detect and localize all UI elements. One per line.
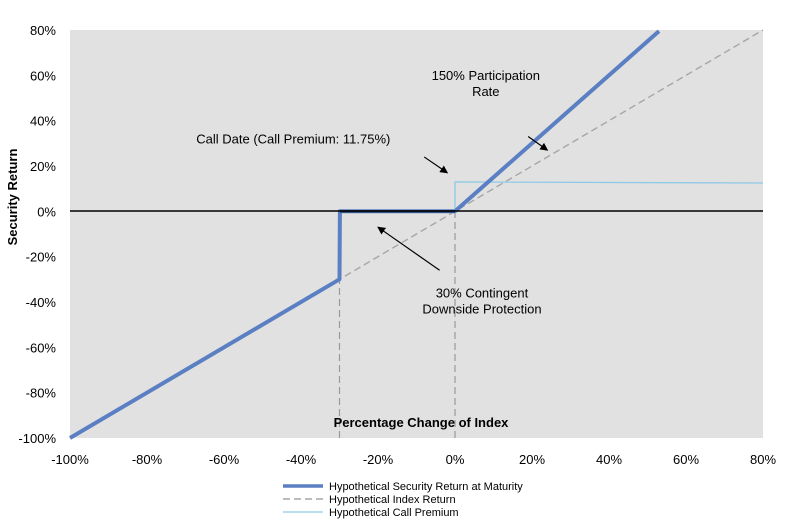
x-tick-label: -80%	[132, 452, 163, 467]
x-axis-ticks: -100% -80% -60% -40% -20% 0% 20% 40% 60% 80%	[51, 452, 776, 467]
y-tick-label: -20%	[26, 250, 57, 265]
y-axis-title: Security Return	[5, 149, 20, 246]
y-tick-label: 0%	[37, 204, 56, 219]
x-tick-label: 40%	[596, 452, 622, 467]
x-tick-label: 20%	[519, 452, 545, 467]
x-axis-title: Percentage Change of Index	[334, 415, 510, 430]
legend: Hypothetical Security Return at Maturity…	[283, 481, 523, 519]
x-tick-label: -100%	[51, 452, 89, 467]
annotation-text: Call Date (Call Premium: 11.75%)	[196, 131, 390, 146]
x-tick-label: 80%	[750, 452, 776, 467]
annotation-text: Rate	[472, 84, 499, 99]
annotation-arrow	[527, 136, 549, 151]
x-tick-label: -40%	[286, 452, 317, 467]
annotation-arrow	[423, 156, 449, 174]
y-tick-label: 80%	[30, 23, 56, 38]
y-tick-label: -100%	[18, 431, 56, 446]
y-axis-ticks: 80% 60% 40% 20% 0% -20% -40% -60% -80% -100%	[18, 23, 56, 446]
annotation-text: 30% Contingent	[436, 285, 529, 300]
reference-lines	[338, 211, 456, 438]
x-tick-label: 0%	[446, 452, 465, 467]
annotation-text: Downside Protection	[422, 301, 541, 316]
y-tick-label: -80%	[26, 386, 57, 401]
x-tick-label: -60%	[209, 452, 240, 467]
y-tick-label: -60%	[26, 340, 57, 355]
x-tick-label: -20%	[363, 452, 394, 467]
x-tick-label: 60%	[673, 452, 699, 467]
annotation-arrow	[377, 226, 440, 271]
legend-label: Hypothetical Security Return at Maturity	[329, 481, 523, 493]
series-line-2	[454, 181, 764, 212]
y-tick-label: 20%	[30, 159, 56, 174]
legend-label: Hypothetical Index Return	[329, 494, 456, 506]
y-tick-label: -40%	[26, 295, 57, 310]
y-tick-label: 60%	[30, 68, 56, 83]
y-tick-label: 40%	[30, 114, 56, 129]
legend-label: Hypothetical Call Premium	[329, 507, 459, 519]
annotation-text: 150% Participation	[432, 68, 540, 83]
